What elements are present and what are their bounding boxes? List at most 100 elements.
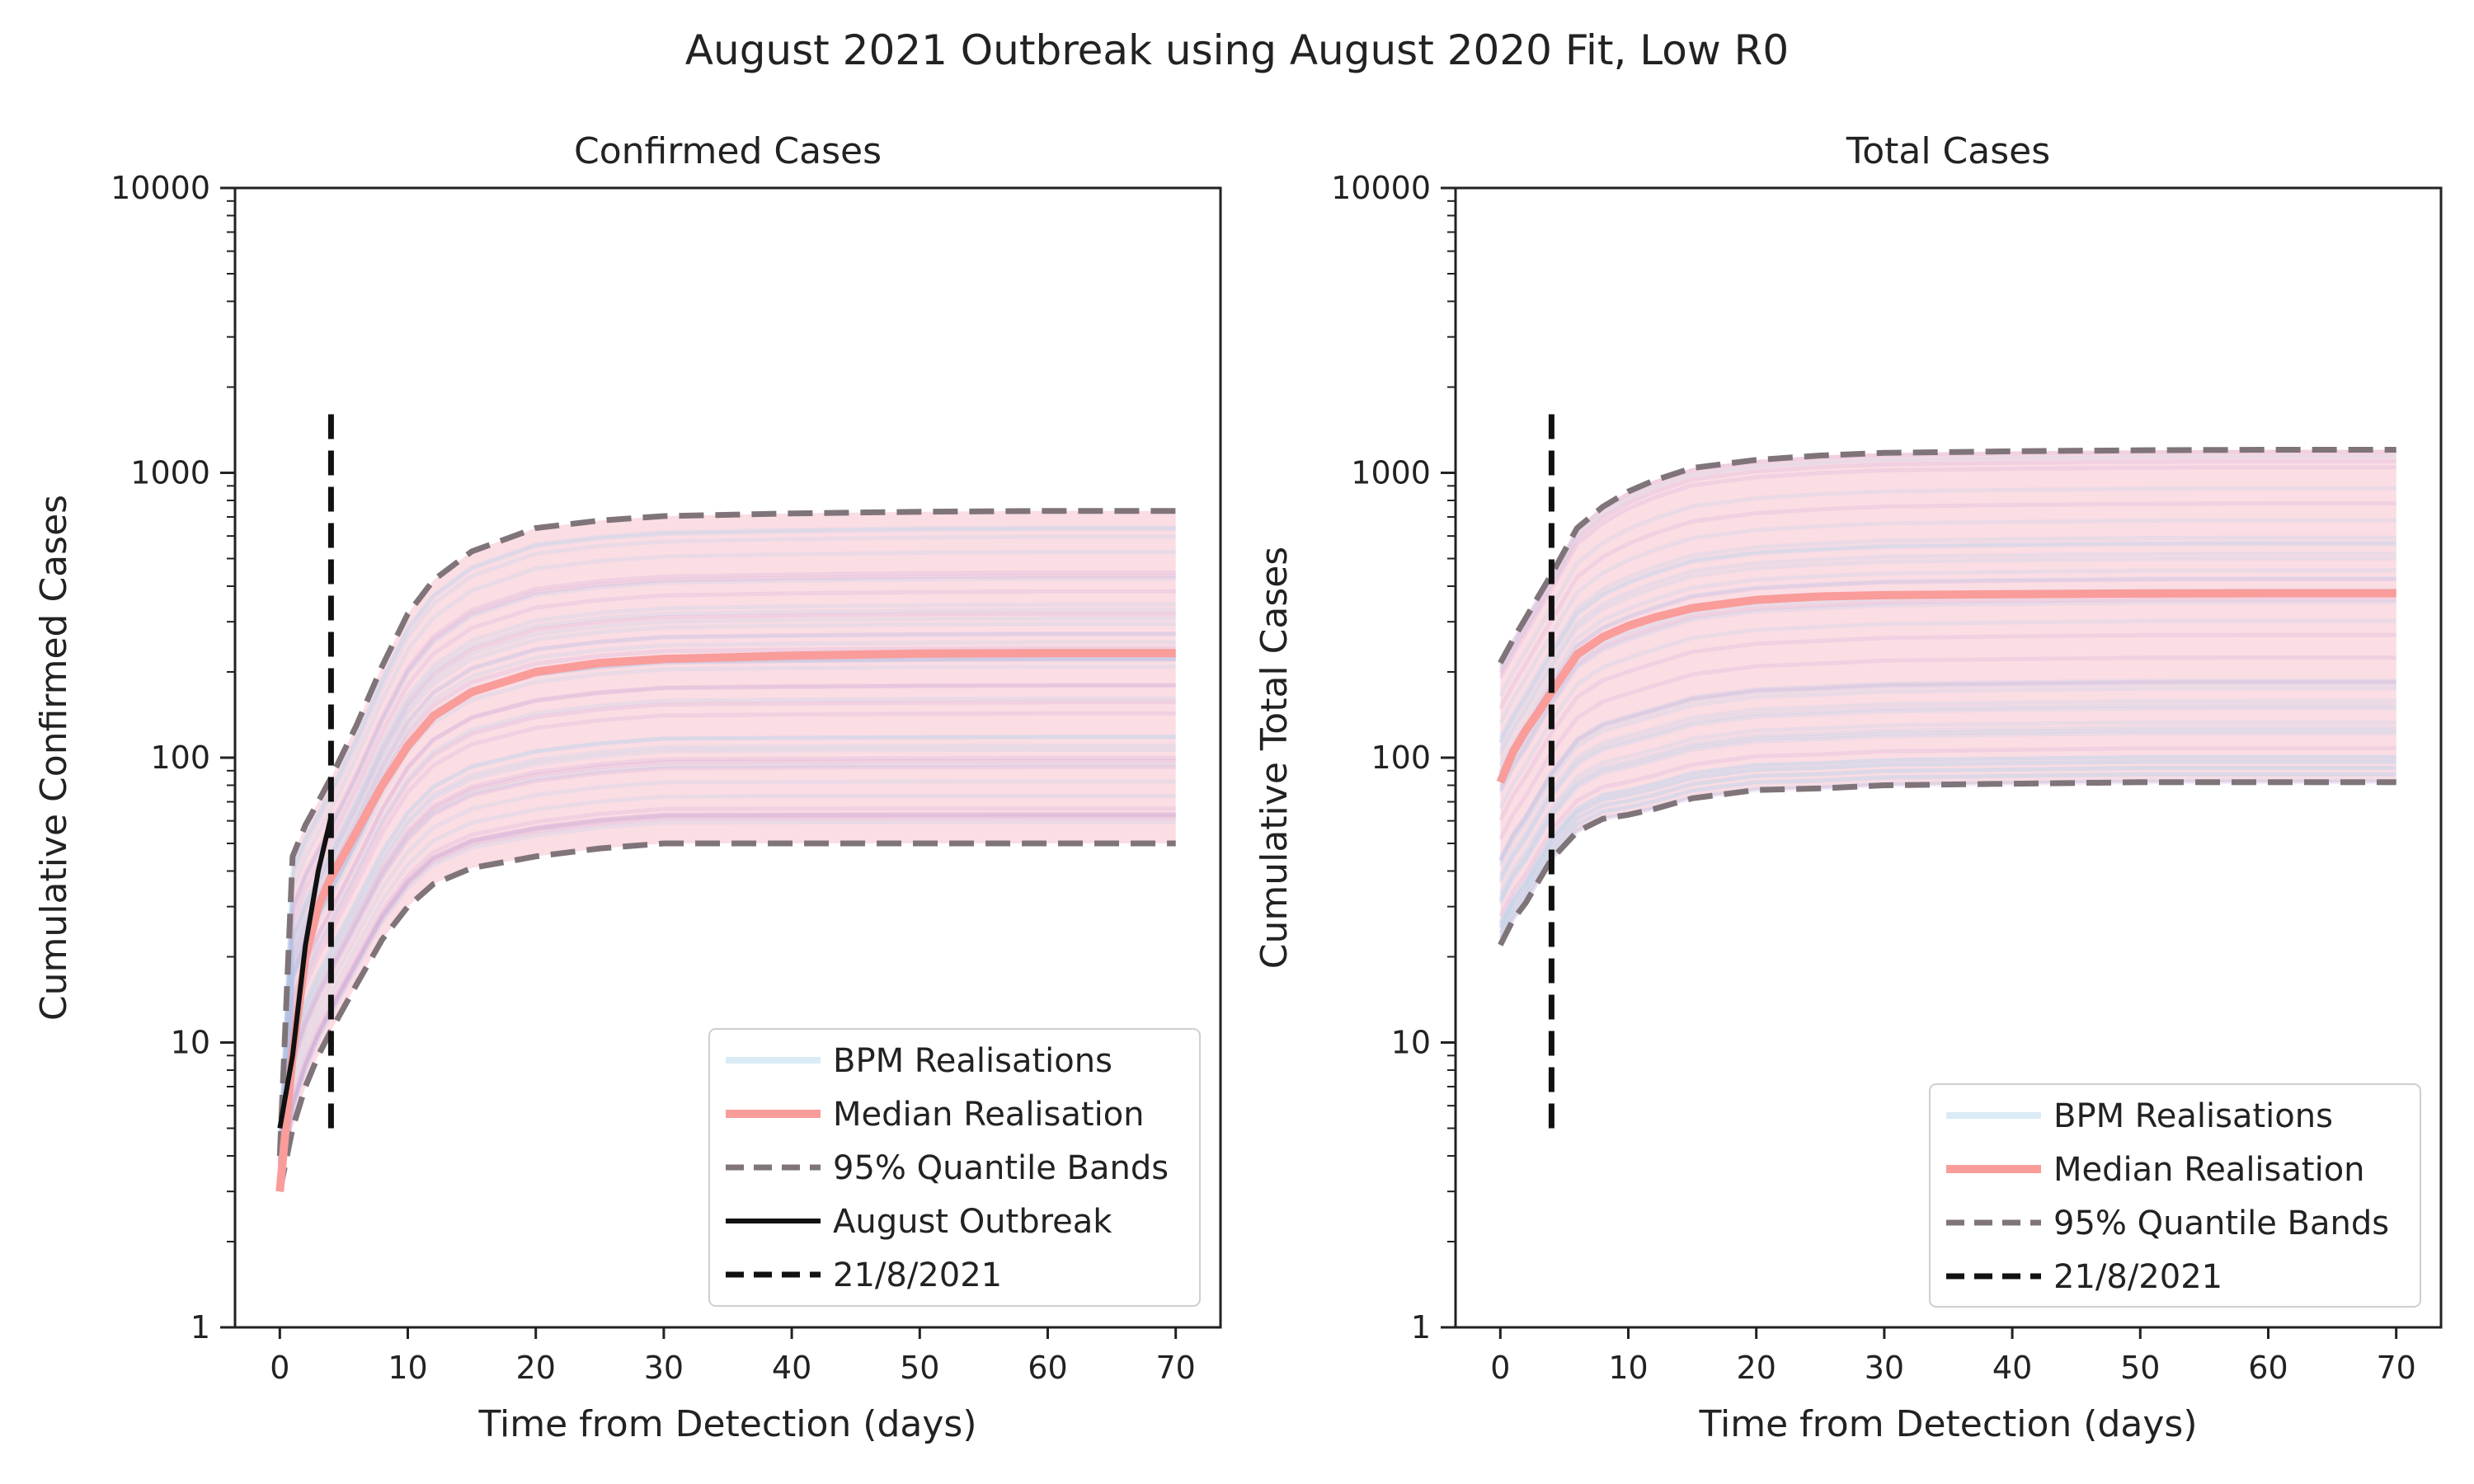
legend: BPM Realisations Median Realisation 95% Qu…	[708, 1028, 1201, 1307]
bpm-realisation-line	[277, 764, 1176, 1184]
median-realisation-line	[275, 649, 1176, 1192]
legend-label: 95% Quantile Bands	[833, 1149, 1169, 1187]
bpm-realisation-line	[277, 622, 1176, 1168]
y-axis-label: Cumulative Total Cases	[1253, 547, 1296, 969]
bpm-realisation-line	[1498, 759, 2396, 929]
bpm-realisation-line	[1498, 765, 2396, 934]
legend-label: BPM Realisations	[2053, 1097, 2333, 1135]
bpm-realisation-line	[277, 576, 1176, 1163]
x-tick-label: 70	[2377, 1350, 2416, 1386]
x-tick-label: 10	[1608, 1350, 1648, 1386]
bpm-realisation-line	[1498, 577, 2396, 774]
x-tick-label: 0	[270, 1350, 289, 1386]
bpm-realisation-line	[1498, 632, 2396, 821]
bpm-realisation-line	[1498, 681, 2396, 863]
bpm-realisation-line	[277, 570, 1176, 1163]
bpm-realisation-line	[1498, 535, 2396, 739]
x-tick-label: 40	[772, 1350, 811, 1386]
panel-title: Confirmed Cases	[574, 130, 882, 172]
realisation-band	[1500, 449, 2396, 946]
bpm-realisation-line	[277, 611, 1176, 1167]
panel-1: Confirmed Cases Time from Detection (days…	[33, 130, 1222, 1445]
bpm-realisation-line	[1498, 542, 2396, 744]
bpm-realisation-line	[277, 632, 1176, 1170]
x-tick-label: 30	[1865, 1350, 1904, 1386]
plot-area	[275, 406, 1176, 1192]
y-tick-label: 10	[171, 1025, 210, 1061]
bpm-realisation-line	[277, 683, 1176, 1175]
y-tick-label: 1	[1411, 1309, 1431, 1345]
x-axis-label: Time from Detection (days)	[1699, 1403, 2198, 1445]
bpm-realisation-line	[1498, 568, 2396, 767]
bpm-realisation-line	[1498, 686, 2396, 866]
lower-quantile-line	[276, 840, 1176, 1192]
legend-label: 21/8/2021	[833, 1256, 1002, 1294]
panel-title: Total Cases	[1846, 130, 2050, 172]
bpm-realisation-line	[1498, 726, 2396, 900]
bpm-realisation-line	[277, 574, 1176, 1163]
y-tick-label: 1	[190, 1309, 210, 1345]
bpm-realisation-line	[1498, 766, 2396, 934]
bpm-realisation-line	[277, 812, 1176, 1189]
bpm-realisation-line	[277, 602, 1176, 1167]
legend-box	[708, 1028, 1201, 1307]
y-tick-label: 100	[150, 740, 210, 776]
bpm-realisation-line	[277, 589, 1176, 1165]
bpm-realisation-line	[1498, 746, 2396, 918]
bpm-realisation-line	[277, 747, 1176, 1182]
bpm-realisation-line	[277, 814, 1176, 1189]
lower-quantile-line	[1498, 779, 2396, 946]
x-tick-label: 40	[1992, 1350, 2032, 1386]
bpm-realisation-line	[277, 763, 1176, 1184]
bpm-realisation-line	[277, 632, 1176, 1170]
y-tick-label: 10000	[1331, 170, 1431, 206]
bpm-realisation-line	[1498, 755, 2396, 925]
x-tick-label: 30	[644, 1350, 684, 1386]
legend-label: Median Realisation	[833, 1096, 1145, 1134]
bpm-realisation-line	[277, 779, 1176, 1186]
bpm-realisation-line	[1498, 728, 2396, 903]
median-realisation-line	[1496, 589, 2396, 784]
bpm-realisation-line	[1498, 459, 2396, 674]
bpm-realisation-line	[277, 816, 1176, 1190]
x-tick-label: 50	[900, 1350, 939, 1386]
upper-quantile-line	[276, 508, 1176, 1157]
bpm-realisation-line	[1498, 730, 2396, 904]
legend-label: August Outbreak	[833, 1203, 1112, 1241]
bpm-realisation-line	[277, 646, 1176, 1171]
x-tick-label: 50	[2120, 1350, 2160, 1386]
bpm-realisation-line	[1498, 679, 2396, 862]
x-tick-label: 60	[2248, 1350, 2288, 1386]
bpm-realisation-line	[1498, 679, 2396, 860]
bpm-realisation-line	[277, 756, 1176, 1183]
bpm-realisation-line	[1498, 618, 2396, 810]
x-tick-label: 60	[1028, 1350, 1067, 1386]
bpm-realisation-line	[1498, 552, 2396, 753]
panel-2: Total Cases Time from Detection (days) Cum…	[1253, 130, 2443, 1445]
bpm-realisation-line	[1498, 540, 2396, 743]
y-tick-label: 100	[1371, 740, 1431, 776]
legend: BPM Realisations Median Realisation 95% Qu…	[1929, 1083, 2421, 1308]
bpm-realisation-line	[1498, 501, 2396, 710]
legend-label: 21/8/2021	[2053, 1258, 2222, 1296]
bpm-realisation-line	[1498, 706, 2396, 884]
bpm-realisation-line	[1498, 655, 2396, 841]
legend-label: BPM Realisations	[833, 1042, 1112, 1080]
bpm-realisation-line	[277, 683, 1176, 1175]
bpm-realisation-line	[1498, 518, 2396, 724]
bpm-realisation-line	[1498, 597, 2396, 791]
bpm-realisation-line	[277, 819, 1176, 1190]
bpm-realisation-line	[1498, 576, 2396, 773]
y-tick-label: 10	[1391, 1025, 1431, 1061]
plot-area	[1496, 406, 2396, 1129]
y-tick-label: 1000	[1351, 455, 1431, 491]
bpm-realisation-line	[277, 608, 1176, 1167]
bpm-realisation-line	[1498, 754, 2396, 925]
bpm-realisation-line	[277, 744, 1176, 1181]
bpm-realisation-line	[277, 616, 1176, 1168]
bpm-realisation-line	[277, 700, 1176, 1176]
figure-title: August 2021 Outbreak using August 2020 F…	[685, 26, 1789, 74]
bpm-realisation-line	[1498, 720, 2396, 895]
bpm-realisation-line	[277, 812, 1176, 1189]
